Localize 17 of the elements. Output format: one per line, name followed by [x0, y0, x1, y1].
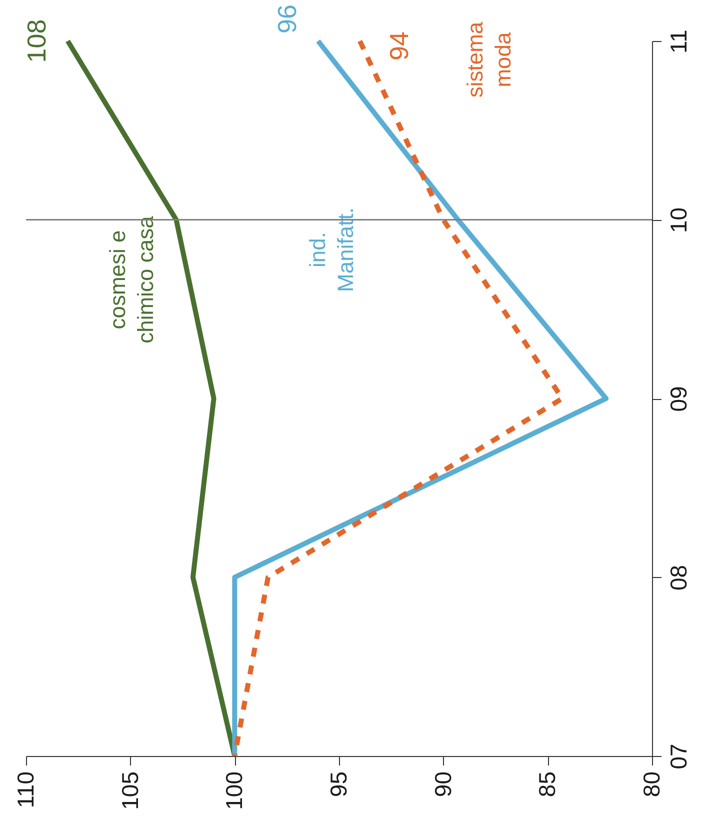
x-tick-label: 80 — [638, 772, 664, 798]
y-tick-label: 10 — [666, 207, 692, 234]
data-label: 94 — [384, 32, 414, 60]
data-label: 108 — [22, 19, 52, 63]
text: sistema moda — [462, 21, 516, 98]
y-tick-label: 08 — [666, 564, 692, 591]
x-tick-label: 85 — [534, 772, 560, 798]
y-tick-label: 09 — [666, 386, 692, 412]
data-label: 96 — [272, 4, 302, 34]
x-tick-label: 95 — [326, 772, 352, 798]
x-tick-label: 105 — [116, 772, 143, 810]
x-tick-label: 110 — [12, 772, 38, 808]
y-tick-label: 07 — [666, 744, 692, 770]
y-tick-label: 11 — [666, 30, 692, 54]
x-tick-label: 100 — [221, 772, 248, 810]
x-tick-label: 90 — [430, 772, 456, 798]
text: ind. Manifatt. — [304, 208, 358, 292]
